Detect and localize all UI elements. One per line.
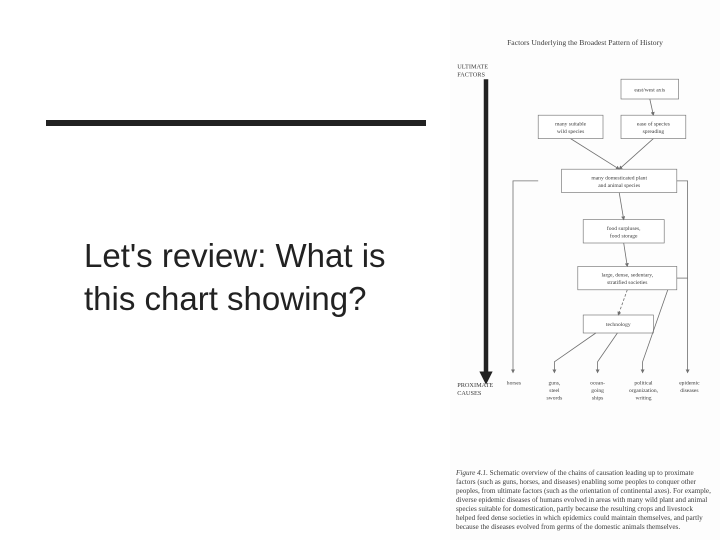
slide: Let's review: What is this chart showing… bbox=[0, 0, 720, 540]
svg-text:wild species: wild species bbox=[557, 129, 584, 135]
svg-text:ULTIMATE: ULTIMATE bbox=[457, 63, 488, 70]
svg-text:spreading: spreading bbox=[643, 129, 665, 135]
svg-text:steel: steel bbox=[549, 388, 560, 394]
svg-text:horses: horses bbox=[507, 381, 521, 387]
svg-text:political: political bbox=[634, 380, 653, 386]
slide-title: Let's review: What is this chart showing… bbox=[84, 235, 404, 321]
svg-text:food surpluses,: food surpluses, bbox=[607, 225, 641, 232]
svg-text:swords: swords bbox=[547, 395, 563, 401]
caption-lead: Figure 4.1. bbox=[456, 469, 488, 477]
svg-text:organization,: organization, bbox=[629, 388, 659, 394]
figure-caption: Figure 4.1. Schematic overview of the ch… bbox=[456, 469, 712, 532]
svg-text:diseases: diseases bbox=[680, 388, 698, 394]
svg-text:CAUSES: CAUSES bbox=[457, 390, 482, 397]
svg-text:and animal species: and animal species bbox=[598, 183, 640, 189]
svg-text:writing: writing bbox=[635, 395, 651, 401]
svg-text:guns,: guns, bbox=[548, 380, 561, 386]
svg-text:going: going bbox=[591, 388, 604, 394]
svg-text:ships: ships bbox=[592, 395, 603, 401]
svg-text:stratified societies: stratified societies bbox=[607, 279, 647, 286]
svg-text:ocean-: ocean- bbox=[590, 380, 605, 386]
factors-diagram: Factors Underlying the Broadest Pattern … bbox=[450, 0, 720, 540]
caption-body: Schematic overview of the chains of caus… bbox=[456, 469, 711, 531]
svg-text:FACTORS: FACTORS bbox=[457, 72, 485, 79]
svg-text:east/west axis: east/west axis bbox=[634, 87, 665, 93]
title-rule bbox=[46, 120, 426, 126]
diagram-svg: Factors Underlying the Broadest Pattern … bbox=[450, 0, 720, 540]
svg-text:many domesticated plant: many domesticated plant bbox=[591, 175, 647, 181]
svg-text:food storage: food storage bbox=[610, 232, 638, 239]
svg-text:Factors Underlying the Broades: Factors Underlying the Broadest Pattern … bbox=[507, 38, 663, 47]
svg-text:epidemic: epidemic bbox=[679, 381, 700, 387]
svg-text:technology: technology bbox=[606, 322, 631, 328]
svg-text:PROXIMATE: PROXIMATE bbox=[457, 382, 493, 389]
svg-text:large, dense, sedentary,: large, dense, sedentary, bbox=[602, 273, 654, 279]
svg-text:many suitable: many suitable bbox=[555, 121, 587, 127]
svg-text:ease of species: ease of species bbox=[637, 120, 670, 127]
